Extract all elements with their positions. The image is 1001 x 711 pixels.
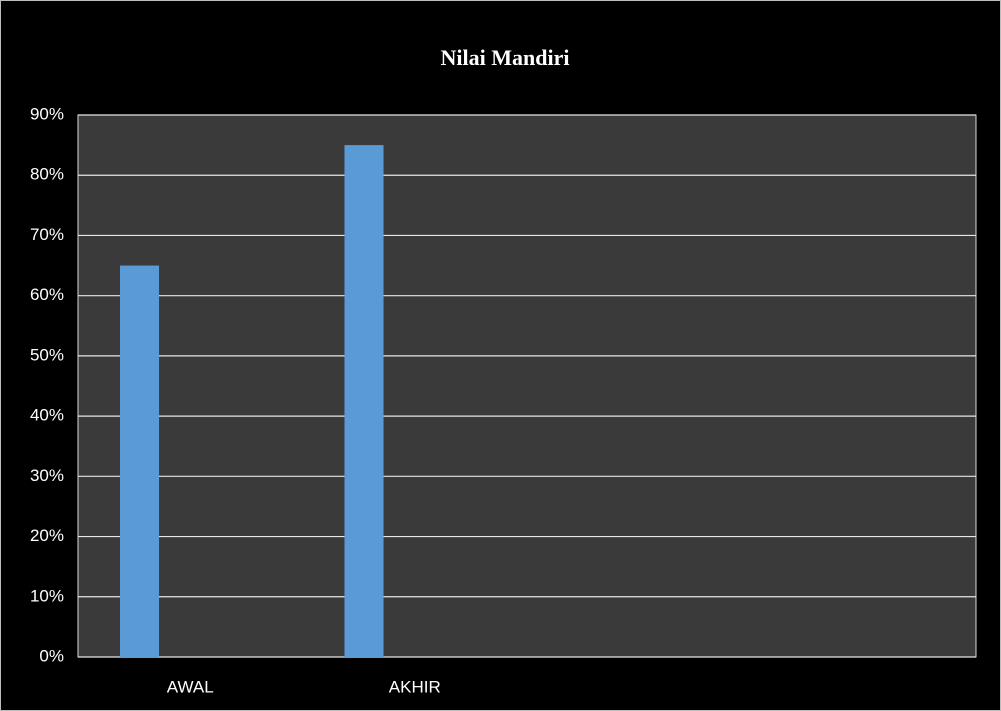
y-tick-label: 60% xyxy=(30,285,64,304)
y-tick-label: 80% xyxy=(30,165,64,184)
y-tick-label: 40% xyxy=(30,406,64,425)
x-tick-label: AWAL xyxy=(167,677,214,696)
y-tick-label: 20% xyxy=(30,526,64,545)
bar xyxy=(344,145,384,657)
x-tick-label: AKHIR xyxy=(389,677,441,696)
chart-title: Nilai Mandiri xyxy=(441,45,570,70)
plot-area xyxy=(77,114,977,658)
y-tick-label: 50% xyxy=(30,345,64,364)
y-tick-label: 70% xyxy=(30,225,64,244)
y-tick-label: 90% xyxy=(30,104,64,123)
y-tick-label: 0% xyxy=(39,646,64,665)
y-tick-label: 10% xyxy=(30,586,64,605)
y-tick-label: 30% xyxy=(30,466,64,485)
bar xyxy=(119,265,160,657)
